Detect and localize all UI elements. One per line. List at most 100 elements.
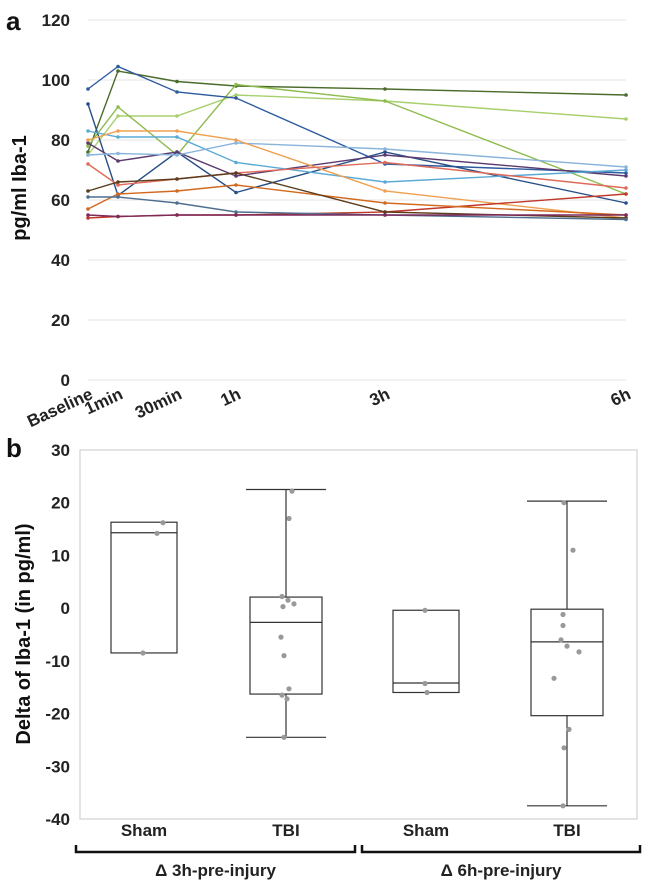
- chart-a-data-point: [234, 82, 238, 87]
- chart-a-data-point: [116, 69, 120, 73]
- chart-a-data-point: [175, 177, 179, 181]
- panel-a-label: a: [6, 6, 21, 36]
- chart-b-x-tick-label: TBI: [553, 821, 580, 840]
- chart-a-data-point: [116, 214, 120, 219]
- chart-a-data-point: [383, 189, 387, 193]
- chart-a-series-line: [87, 142, 627, 168]
- chart-a-data-point: [86, 153, 90, 157]
- chart-a-data-point: [116, 114, 120, 118]
- chart-a-data-point: [234, 160, 238, 165]
- chart-a-data-point: [234, 171, 238, 175]
- panel-b-label: b: [6, 433, 22, 463]
- chart-a-data-point: [234, 93, 238, 97]
- chart-a-data-point: [116, 159, 120, 163]
- chart-b-y-tick-label: -10: [45, 652, 70, 671]
- chart-a-data-point: [175, 79, 179, 84]
- chart-a-series-line: [87, 172, 627, 219]
- chart-a-series-line: [87, 130, 627, 219]
- chart-a-series-line: [87, 214, 626, 218]
- chart-a-y-tick-label: 60: [51, 191, 70, 210]
- box-iqr: [110, 521, 178, 654]
- chart-a-data-point: [86, 87, 90, 91]
- chart-b-x-tick-label: TBI: [272, 821, 299, 840]
- chart-a-data-point: [624, 93, 628, 97]
- chart-a-data-point: [624, 171, 628, 175]
- chart-a-series-s4: [86, 64, 628, 175]
- chart-a-data-point: [175, 213, 179, 217]
- chart-a-series-line: [87, 130, 627, 183]
- chart-a-series-s7: [86, 129, 628, 184]
- chart-a-data-point: [175, 150, 179, 154]
- chart-a-data-point: [86, 189, 90, 193]
- chart-a-data-point: [383, 210, 387, 214]
- chart-a-data-point: [383, 99, 387, 103]
- box-data-point: [279, 692, 285, 698]
- chart-a-data-point: [624, 192, 628, 196]
- box-data-point: [558, 637, 564, 643]
- chart-a-data-point: [624, 174, 628, 178]
- box-iqr: [530, 608, 604, 717]
- chart-a-series-s8: [86, 141, 628, 169]
- chart-a-data-point: [624, 117, 628, 121]
- box-data-point: [286, 515, 292, 522]
- chart-b-y-tick-label: -40: [45, 810, 70, 829]
- chart-a-y-tick-label: 120: [42, 11, 70, 30]
- chart-a-data-point: [116, 135, 120, 139]
- chart-b-x-tick-label: Sham: [121, 821, 167, 840]
- chart-a-x-tick-label: 1h: [218, 384, 244, 410]
- chart-a-data-point: [234, 190, 238, 195]
- box-data-point: [281, 653, 287, 659]
- box-data-point: [560, 622, 566, 629]
- chart-a-y-tick-label: 80: [51, 131, 70, 150]
- chart-a-data-point: [234, 141, 238, 145]
- chart-a-series: [86, 64, 628, 222]
- chart-b-y-ticks: -40 -30 -20 -10 0 10 20 30: [45, 441, 70, 829]
- chart-a-series-line: [87, 142, 627, 177]
- box-plot-delta-iba1: -40 -30 -20 -10 0 10 20 30 Sham TBI Sham TBI Delta…: [13, 441, 642, 880]
- chart-a-x-tick-label: 3h: [367, 384, 393, 410]
- box-iqr: [249, 596, 323, 695]
- chart-a-data-point: [86, 207, 90, 211]
- chart-a-y-tick-label: 40: [51, 251, 70, 270]
- chart-a-series-s15: [86, 213, 628, 219]
- box-data-point: [289, 488, 295, 494]
- chart-a-series-line: [87, 65, 627, 174]
- chart-a-y-tick-label: 20: [51, 311, 70, 330]
- chart-a-data-point: [175, 114, 179, 118]
- chart-b-boxes: [110, 488, 607, 809]
- box-3: [392, 607, 460, 696]
- box-iqr: [392, 609, 460, 694]
- chart-a-y-ticks: 0 20 40 60 80 100 120: [42, 11, 70, 390]
- chart-b-y-tick-label: -20: [45, 705, 70, 724]
- chart-a-series-line: [88, 196, 627, 221]
- box-data-point: [561, 745, 567, 751]
- chart-a-data-point: [624, 168, 628, 172]
- chart-a-data-point: [175, 129, 179, 133]
- group-bracket: [360, 845, 642, 854]
- chart-a-data-point: [624, 201, 628, 205]
- box-data-point: [576, 649, 582, 655]
- box-data-point: [566, 726, 572, 733]
- chart-a-data-point: [383, 160, 387, 165]
- group-bracket: [74, 845, 357, 854]
- box-data-point: [551, 675, 557, 681]
- box-4: [527, 500, 607, 809]
- chart-a-data-point: [86, 138, 90, 142]
- chart-a-y-tick-label: 0: [61, 371, 70, 390]
- chart-a-data-point: [624, 217, 628, 222]
- group-label: Δ 6h-pre-injury: [441, 861, 562, 880]
- chart-a-series-s6: [86, 141, 628, 178]
- chart-a-data-point: [234, 96, 238, 100]
- chart-a-series-line: [87, 103, 627, 204]
- chart-b-y-tick-label: 10: [51, 546, 70, 565]
- box-data-point: [570, 547, 576, 553]
- chart-a-data-point: [234, 183, 238, 187]
- chart-a-data-point: [86, 141, 90, 145]
- chart-a-data-point: [624, 165, 628, 169]
- chart-a-data-point: [383, 213, 387, 217]
- chart-a-data-point: [86, 162, 90, 166]
- chart-a-data-point: [175, 153, 179, 157]
- chart-a-data-point: [624, 213, 628, 217]
